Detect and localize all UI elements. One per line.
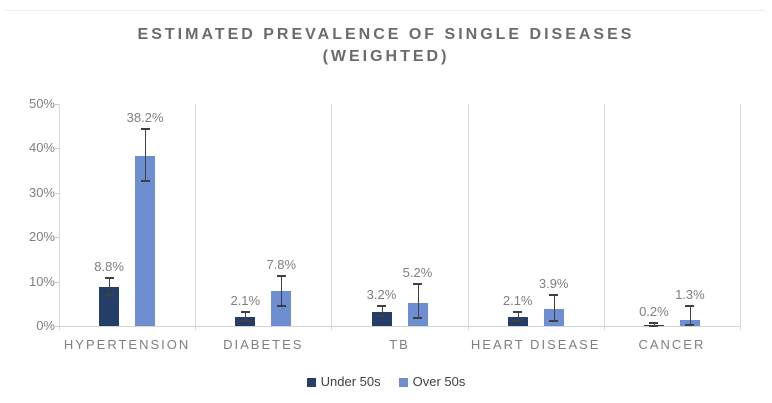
error-bar-cap-top [513,310,523,313]
chart-title-line1: ESTIMATED PREVALENCE OF SINGLE DISEASES [137,26,635,43]
y-axis-tick-mark [55,148,59,150]
data-label-under-50s-hypertension: 8.8% [94,259,124,275]
x-axis-line [59,326,740,327]
data-label-over-50s-cancer: 1.3% [675,287,705,303]
x-axis-category-label-heart-disease: HEART DISEASE [470,337,601,352]
error-bar-line [689,306,691,325]
error-bar-cap-bottom [649,325,659,327]
y-axis-tick-label: 30% [28,184,55,200]
legend-swatch-under-50s [306,377,316,387]
error-bar-line [281,276,283,306]
error-bar-cap-top [377,305,386,308]
chart-title-line2: (WEIGHTED) [322,48,450,65]
error-bar-cap-bottom [513,319,523,322]
bar-under-50s-hypertension [99,286,120,326]
y-axis-line [59,104,60,330]
y-axis-tick-mark [55,192,59,194]
y-axis-tick-mark [55,281,59,283]
x-axis-category-label-tb: TB [389,337,410,352]
y-axis-tick-label: 0% [36,318,55,333]
chart-legend: Under 50s Over 50s [0,374,772,390]
error-bar-line [145,128,147,182]
error-bar-cap-top [413,282,422,285]
y-axis-tick-mark [55,326,59,327]
chart-title: ESTIMATED PREVALENCE OF SINGLE DISEASES … [0,24,772,68]
data-label-over-50s-heart-disease: 3.9% [538,275,569,291]
error-bar-cap-top [104,277,114,280]
data-label-under-50s-diabetes: 2.1% [230,292,261,308]
data-label-over-50s-diabetes: 7.8% [266,257,297,273]
legend-label-over-50s: Over 50s [412,374,466,389]
data-label-under-50s-cancer: 0.2% [639,304,669,320]
y-axis-tick-label: 40% [28,140,55,156]
error-bar-cap-top [240,310,250,313]
y-axis-tick-mark [55,237,59,239]
error-bar-cap-bottom [549,319,559,322]
x-axis-category-label-hypertension: HYPERTENSION [63,337,191,352]
category-separator-line [740,104,741,330]
legend-swatch-over-50s [398,377,408,387]
data-label-under-50s-heart-disease: 2.1% [502,292,533,308]
error-bar-cap-top [140,127,150,130]
category-separator-line [467,104,469,330]
data-label-over-50s-hypertension: 38.2% [126,109,164,125]
y-axis-tick-label: 20% [28,229,55,245]
x-axis-category-label-diabetes: DIABETES [223,337,304,352]
bar-over-50s-hypertension [135,156,156,326]
data-label-under-50s-tb: 3.2% [366,287,397,303]
error-bar-cap-top [276,275,286,278]
y-axis-tick-label: 10% [28,273,55,289]
error-bar-line [653,323,655,326]
error-bar-cap-bottom [140,180,150,183]
top-border-line [5,10,765,11]
error-bar-cap-bottom [240,319,250,322]
error-bar-line [109,278,111,296]
y-axis-tick-label: 50% [28,96,55,111]
error-bar-cap-bottom [276,304,286,307]
legend-label-under-50s: Under 50s [320,374,381,389]
error-bar-cap-bottom [685,323,695,326]
error-bar-line [553,294,555,321]
legend-item-under-50s: Under 50s [306,374,381,390]
error-bar-line [245,311,247,321]
data-label-over-50s-tb: 5.2% [402,264,433,280]
bar-over-50s-diabetes [271,291,292,326]
legend-item-over-50s: Over 50s [398,374,466,390]
error-bar-line [517,311,519,321]
category-separator-line [331,104,333,330]
category-separator-line [195,104,197,330]
x-axis-category-label-cancer: CANCER [638,337,706,352]
category-separator-line [603,104,605,330]
error-bar-cap-top [649,322,659,325]
bar-under-50s-tb [371,311,392,326]
error-bar-cap-top [685,305,695,308]
error-bar-line [417,283,419,318]
error-bar-cap-top [549,293,559,296]
error-bar-cap-bottom [104,294,114,297]
error-bar-cap-bottom [413,316,422,319]
error-bar-cap-bottom [377,315,386,318]
error-bar-line [381,306,383,317]
y-axis-tick-mark [55,104,59,105]
